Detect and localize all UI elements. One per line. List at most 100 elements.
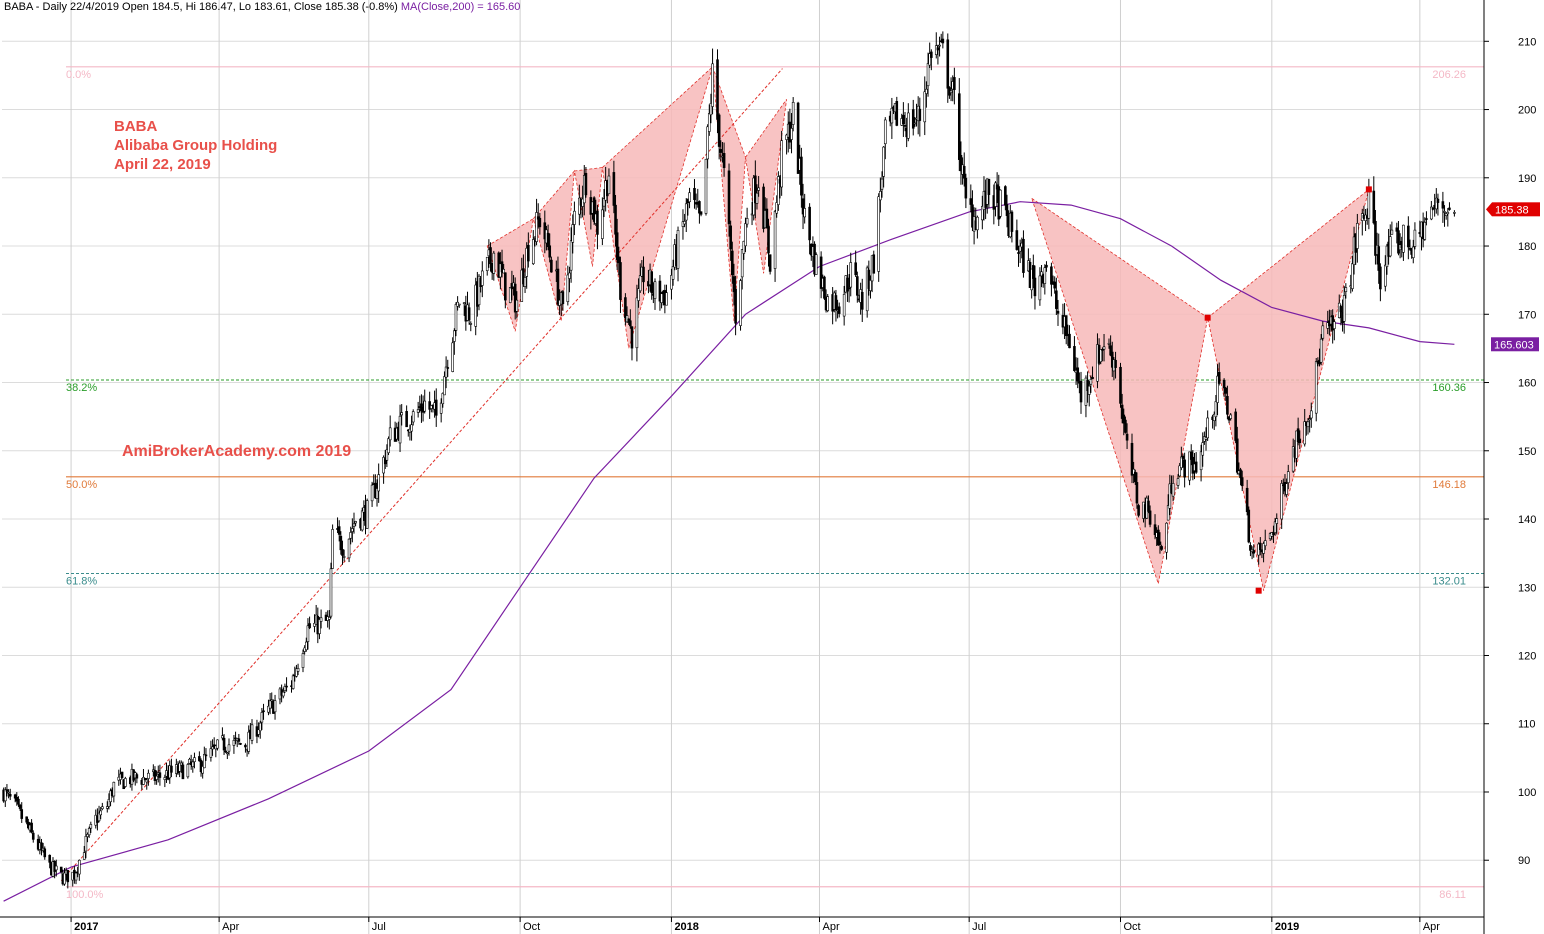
candle-body <box>742 241 746 254</box>
candle-body <box>1229 414 1232 419</box>
candle-body <box>216 739 219 749</box>
candle-body <box>258 722 262 732</box>
candle-body <box>1216 375 1219 403</box>
candle-body <box>869 280 872 291</box>
candle-body <box>347 538 351 559</box>
candle-body <box>1102 346 1106 350</box>
candle-body <box>523 277 527 287</box>
candle-body <box>744 223 747 247</box>
candle-body <box>930 51 933 58</box>
candle-body <box>731 250 734 276</box>
candle-body <box>745 218 749 225</box>
candle-body <box>191 761 195 767</box>
candle-body <box>856 276 859 296</box>
candle-body <box>31 832 35 840</box>
candle-body <box>1091 376 1094 380</box>
candle-body <box>239 743 242 745</box>
y-tick-label: 90 <box>1518 855 1530 867</box>
candle-body <box>556 268 560 305</box>
candle-body <box>946 39 950 89</box>
x-tick-label: 2017 <box>74 921 98 933</box>
candle-body <box>1176 478 1180 486</box>
fib-label-left: 38.2% <box>66 382 97 394</box>
candle-body <box>1122 414 1126 424</box>
candle-body <box>865 267 869 312</box>
candle-body <box>676 230 680 269</box>
candle-body <box>1148 510 1152 525</box>
candle-body <box>1217 371 1221 384</box>
candle-body <box>270 699 274 702</box>
x-tick-label: 2018 <box>674 921 698 933</box>
candle-body <box>780 140 783 188</box>
candle-body <box>717 114 721 147</box>
candle-body <box>1273 521 1277 533</box>
candle-body <box>244 744 247 748</box>
candle-body <box>1434 197 1438 210</box>
candle-body <box>650 271 654 293</box>
candle-body <box>1135 482 1139 504</box>
candle-body <box>328 616 331 620</box>
candle-body <box>765 208 769 229</box>
candle-body <box>1119 366 1122 404</box>
candle-body <box>755 192 759 204</box>
grid <box>2 0 1484 934</box>
candle-body <box>801 198 805 215</box>
candle-body <box>1240 477 1244 487</box>
candle-body <box>1157 529 1160 546</box>
candle-body <box>1333 321 1336 329</box>
candle-body <box>365 500 369 529</box>
candle-body <box>569 240 573 271</box>
candle-body <box>1030 268 1033 291</box>
candle-body <box>709 103 713 116</box>
candle-body <box>658 280 662 302</box>
candle-body <box>941 38 945 44</box>
candle-body <box>548 245 552 258</box>
candle-body <box>1053 281 1056 289</box>
candle-body <box>1226 396 1229 415</box>
candle-body <box>1298 438 1302 444</box>
x-tick-label: Oct <box>523 921 540 933</box>
candle-body <box>1147 500 1150 512</box>
candle-body <box>1309 410 1313 419</box>
candle-body <box>953 77 956 90</box>
candle-body <box>247 731 251 752</box>
candle-body <box>527 244 530 262</box>
candle-body <box>204 754 208 757</box>
candle-body <box>142 777 145 785</box>
candle-body <box>981 206 984 221</box>
candle-body <box>1314 361 1318 414</box>
fib-label-left: 61.8% <box>66 576 97 588</box>
candle-body <box>63 872 66 885</box>
candle-body <box>349 532 353 539</box>
candle-body <box>74 872 78 881</box>
candle-body <box>257 729 260 735</box>
candle-body <box>400 412 403 416</box>
candle-body <box>1125 433 1129 441</box>
candle-body <box>237 738 241 742</box>
candle-body <box>1303 421 1307 445</box>
candle-body <box>1194 461 1198 473</box>
fib-label-left: 100.0% <box>66 889 104 901</box>
candle-body <box>602 198 606 207</box>
candle-body <box>267 705 270 713</box>
candle-body <box>319 617 323 622</box>
candle-body <box>1089 379 1093 385</box>
candle-body <box>1295 430 1298 459</box>
candle-body <box>698 201 701 214</box>
candle-body <box>823 276 826 299</box>
candle-body <box>1222 379 1226 389</box>
candle-body <box>653 281 657 299</box>
candle-body <box>18 804 22 809</box>
candle-body <box>1245 487 1249 513</box>
candle-body <box>614 204 617 235</box>
last-price-tag-label: 185.38 <box>1495 204 1529 216</box>
candle-body <box>8 794 12 797</box>
candle-body <box>385 449 389 461</box>
candle-body <box>1388 236 1392 257</box>
candle-body <box>1306 421 1310 428</box>
candle-body <box>630 326 634 349</box>
candle-body <box>1291 446 1295 472</box>
price-tags: 185.38 165.603 <box>1486 202 1540 352</box>
candle-body <box>1308 418 1311 421</box>
candle-body <box>480 270 484 286</box>
